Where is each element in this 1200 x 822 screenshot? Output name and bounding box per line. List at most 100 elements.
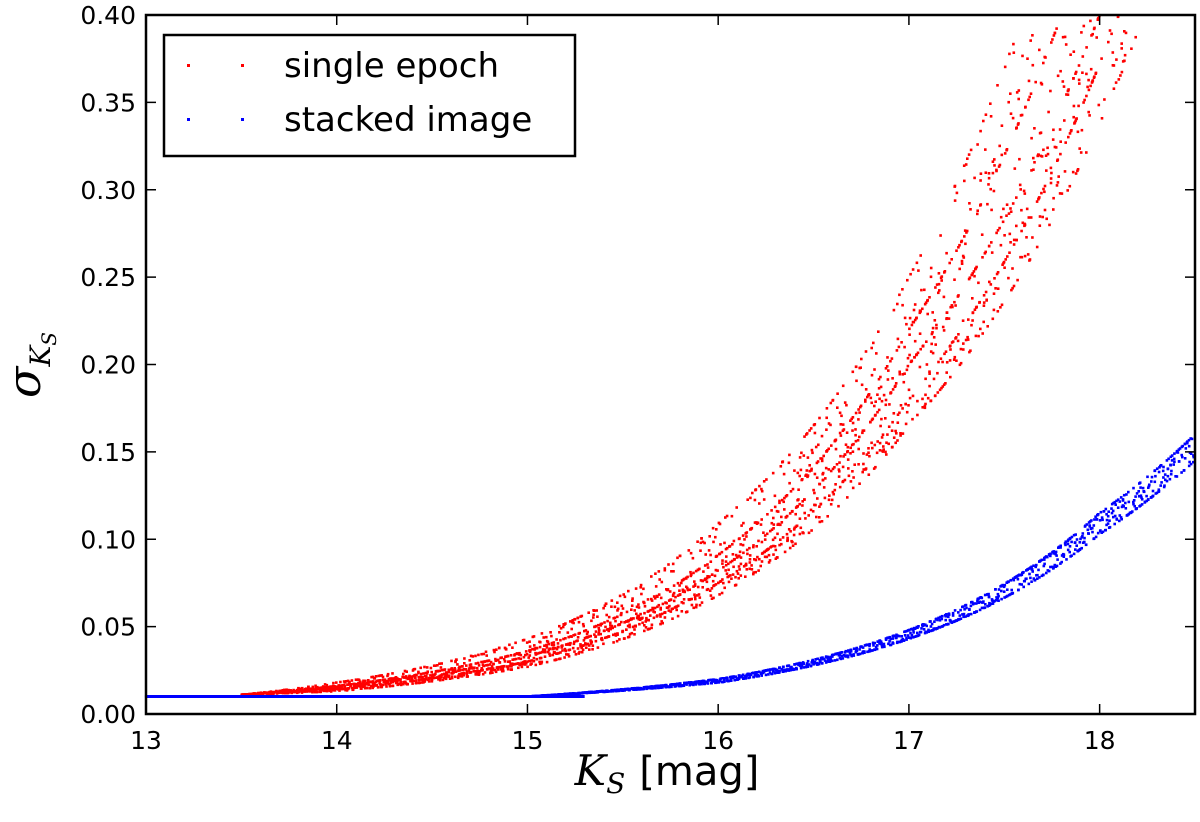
data-point [717,581,720,585]
data-point [509,654,513,657]
data-point [719,579,723,583]
data-point [391,672,394,675]
data-point [915,316,918,320]
data-point [1140,503,1144,506]
data-point [715,528,718,531]
data-point [967,318,970,321]
data-point [571,646,575,650]
data-point [413,667,417,671]
data-point [580,614,584,618]
data-point [982,304,986,307]
data-point [748,546,751,550]
data-point [568,648,572,651]
data-point [940,275,944,278]
data-point [1040,574,1044,578]
data-point [1012,42,1015,46]
data-point [506,660,510,663]
data-point [996,271,1000,274]
data-point [552,643,556,647]
data-point [1030,136,1033,140]
data-point [833,488,837,492]
data-point [681,588,685,592]
data-point [620,611,623,615]
data-point [987,183,990,186]
data-point [692,571,695,575]
data-point [1002,590,1006,593]
data-point [916,399,919,403]
data-point [886,356,889,359]
data-point [471,655,475,658]
data-point [1032,156,1035,160]
data-point [905,322,908,326]
data-point [307,685,310,689]
data-point [714,535,717,539]
data-point [458,665,461,669]
data-point [1095,36,1098,39]
data-point [771,471,775,475]
y-tick-label: 0.30 [80,176,136,205]
data-point [669,598,673,601]
data-point [1104,507,1108,511]
data-point [913,318,917,322]
data-point [896,413,900,416]
data-point [982,600,985,603]
data-point [758,557,761,561]
data-point [452,668,455,671]
data-point [903,316,907,320]
data-point [886,433,889,436]
data-point [998,163,1002,167]
data-point [811,510,815,513]
data-point [852,653,855,656]
data-point [440,662,443,665]
data-point [1166,474,1170,478]
data-point [968,276,972,279]
data-point [844,655,848,658]
data-point [551,653,555,657]
data-point [470,667,473,670]
data-point [984,603,987,606]
data-point [1019,188,1022,191]
data-point [826,658,830,661]
data-point [1049,181,1053,185]
data-point [1161,469,1165,473]
data-point [818,416,821,420]
data-point [1031,570,1034,573]
data-point [976,599,979,603]
data-point [845,431,849,434]
data-point [715,554,719,558]
data-point [627,619,630,622]
data-point [1000,589,1003,593]
data-point [727,568,730,572]
data-point [880,436,884,439]
data-point [1163,473,1167,476]
data-point [1074,72,1077,75]
data-point [367,679,370,682]
data-point [1027,98,1030,102]
data-point [928,372,931,375]
y-tick-label: 0.25 [80,263,136,292]
data-point [564,649,568,653]
data-point [798,456,802,459]
data-point [919,347,922,351]
data-point [518,651,521,655]
data-point [1172,463,1175,466]
data-point [509,662,512,666]
data-point [966,335,969,339]
data-point [1092,537,1095,541]
data-point [884,417,887,420]
data-point [728,545,731,548]
data-point [1000,124,1004,127]
x-axis-symbol: K [574,746,609,795]
data-point [886,636,890,639]
data-point [763,538,767,541]
data-point [871,649,874,652]
data-point [851,370,855,374]
data-point [1143,501,1147,504]
data-point [762,670,766,674]
data-point [368,686,372,690]
data-point [924,402,927,406]
data-point [1066,93,1070,96]
data-point [897,345,901,349]
data-point [1084,524,1087,528]
data-point [657,570,661,573]
